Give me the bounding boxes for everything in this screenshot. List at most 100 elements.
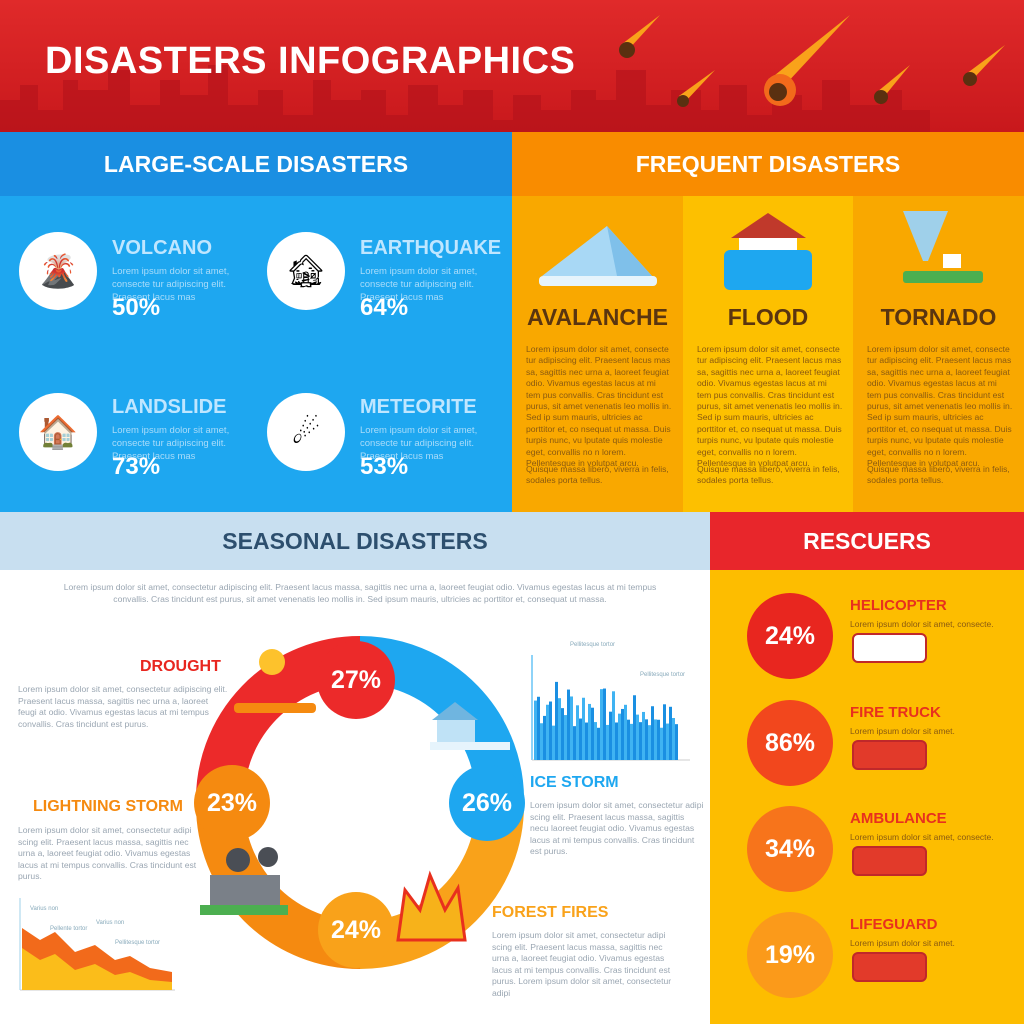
bar-chart-label: Pellitesque tortor xyxy=(570,642,616,648)
bar xyxy=(636,714,639,760)
rescuer-title: AMBULANCE xyxy=(850,810,947,827)
rescuer-percent: 24% xyxy=(747,593,833,679)
column-text: Quisque massa libero, viverra in felis, … xyxy=(867,464,1010,486)
rescuer-title: HELICOPTER xyxy=(850,597,947,614)
bar xyxy=(612,691,615,760)
meteor-icons xyxy=(619,15,1005,107)
bar xyxy=(579,718,582,760)
avalanche-column: AVALANCHE Lorem ipsum dolor sit amet, co… xyxy=(512,196,683,512)
bar xyxy=(543,715,546,760)
item-title: EARTHQUAKE xyxy=(360,237,502,259)
ice-storm-title: ICE STORM xyxy=(530,774,619,791)
bar xyxy=(585,722,588,760)
bar xyxy=(591,707,594,760)
column-text: Lorem ipsum dolor sit amet, consecte tur… xyxy=(867,344,1013,469)
bar xyxy=(597,727,600,760)
rescuer-title: FIRE TRUCK xyxy=(850,704,941,721)
earthquake-icon: 🏚 xyxy=(267,232,345,310)
ice-storm-percent: 26% xyxy=(449,765,525,841)
bar xyxy=(558,698,561,760)
drought-text: Lorem ipsum dolor sit amet, consectetur … xyxy=(18,684,228,729)
bar xyxy=(666,723,669,760)
lifeguard-icon xyxy=(852,952,927,982)
bar xyxy=(633,695,636,760)
bar xyxy=(624,704,627,760)
seasonal-title: SEASONAL DISASTERS xyxy=(0,512,710,570)
fire-truck-icon xyxy=(852,740,927,770)
flood-icon xyxy=(724,213,812,290)
column-text: Lorem ipsum dolor sit amet, consecte tur… xyxy=(697,344,843,469)
ice-storm-text: Lorem ipsum dolor sit amet, consectetur … xyxy=(530,800,704,856)
rescuer-percent: 19% xyxy=(747,912,833,998)
meteorite-icon: ☄ xyxy=(267,393,345,471)
lightning-storm-title: LIGHTNING STORM xyxy=(33,798,183,815)
bar xyxy=(615,722,618,760)
rescuer-text: Lorem ipsum dolor sit amet, consecte. xyxy=(850,619,994,629)
bar xyxy=(645,719,648,760)
bar xyxy=(654,719,657,760)
rescuer-text: Lorem ipsum dolor sit amet. xyxy=(850,938,955,948)
forest-fires-text: Lorem ipsum dolor sit amet, consectetur … xyxy=(492,930,672,998)
lightning-storm-text: Lorem ipsum dolor sit amet, consectetur … xyxy=(18,825,197,881)
forest-fires-title: FOREST FIRES xyxy=(492,904,609,921)
item-percent: 50% xyxy=(112,294,161,321)
bar xyxy=(672,717,675,760)
meteor-icon xyxy=(963,45,1005,86)
item-percent: 73% xyxy=(112,453,161,480)
ambulance-icon xyxy=(852,846,927,876)
area-chart-label: Varius non xyxy=(96,920,125,926)
bar xyxy=(573,726,576,760)
bar xyxy=(570,696,573,760)
bar xyxy=(552,725,555,760)
bar xyxy=(660,727,663,760)
bar xyxy=(549,701,552,760)
bar xyxy=(642,711,645,760)
rescuer-percent: 34% xyxy=(747,806,833,892)
bar xyxy=(588,703,591,760)
column-text: Quisque massa libero, viverra in felis, … xyxy=(697,464,840,486)
blue-bar-chart xyxy=(531,655,690,761)
column-title: FLOOD xyxy=(727,304,809,330)
bar xyxy=(618,713,621,760)
drought-title: DROUGHT xyxy=(140,658,221,675)
bar xyxy=(609,711,612,760)
bar xyxy=(555,681,558,760)
sun-icon xyxy=(259,649,285,675)
column-text: Quisque massa libero, viverra in felis, … xyxy=(526,464,669,486)
large-scale-title: LARGE-SCALE DISASTERS xyxy=(0,132,512,196)
avalanche-icon xyxy=(539,226,657,286)
rescuer-text: Lorem ipsum dolor sit amet, consecte. xyxy=(850,832,994,842)
item-text: Lorem ipsum dolor sit amet, consecte tur… xyxy=(360,425,478,462)
bar xyxy=(675,724,678,760)
bar xyxy=(594,722,597,760)
bar xyxy=(648,725,651,760)
item-percent: 53% xyxy=(360,453,409,480)
area-chart-label: Pellitesque tortor xyxy=(115,940,161,946)
lightning-storm-icon xyxy=(200,847,288,915)
item-title: VOLCANO xyxy=(112,237,212,259)
meteor-icon xyxy=(677,70,715,107)
city-skyline xyxy=(0,65,930,132)
ice-house-icon xyxy=(430,702,510,750)
item-title: METEORITE xyxy=(360,396,477,418)
bar xyxy=(564,715,567,760)
drought-ground-icon xyxy=(234,703,316,713)
meteor-icon xyxy=(764,15,850,106)
bar xyxy=(582,697,585,760)
item-text: Lorem ipsum dolor sit amet, consecte tur… xyxy=(112,266,230,303)
forest-fire-icon xyxy=(396,870,467,942)
area-chart-label: Varius non xyxy=(30,906,59,912)
item-percent: 64% xyxy=(360,294,409,321)
bar xyxy=(567,689,570,760)
bar xyxy=(561,708,564,760)
rescuers-title: RESCUERS xyxy=(710,512,1024,570)
flood-column: FLOOD Lorem ipsum dolor sit amet, consec… xyxy=(683,196,853,512)
column-text: Lorem ipsum dolor sit amet, consecte tur… xyxy=(526,344,672,469)
bar xyxy=(663,704,666,760)
rescuer-title: LIFEGUARD xyxy=(850,916,938,933)
bar xyxy=(669,706,672,760)
helicopter-icon xyxy=(852,633,927,663)
frequent-title: FREQUENT DISASTERS xyxy=(512,132,1024,196)
landslide-icon: 🏠 xyxy=(19,393,97,471)
orange-area-chart xyxy=(19,898,175,991)
